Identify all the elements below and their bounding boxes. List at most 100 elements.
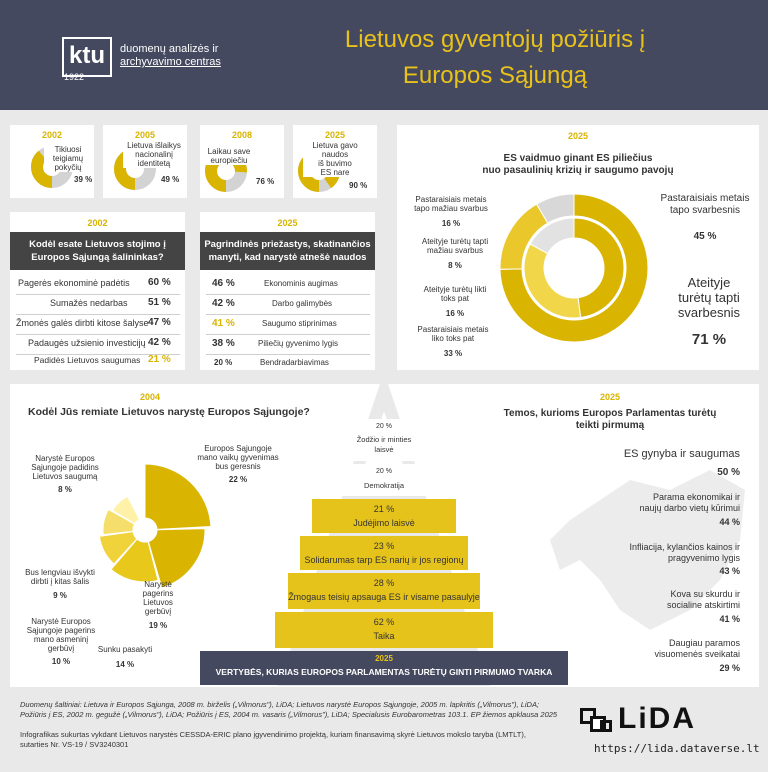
support-label: Europos Sąjungoje mano vaikų gyvenimas b… bbox=[192, 444, 284, 484]
topic-value: 50 % bbox=[717, 467, 740, 478]
level-value: 28 % bbox=[373, 578, 395, 588]
row-value: 51 % bbox=[148, 297, 171, 308]
inner-ring-segment bbox=[529, 217, 575, 255]
mini-card-value: 39 % bbox=[74, 175, 93, 184]
label-line: Sąjungoje padidins bbox=[31, 463, 99, 472]
row-value: 60 % bbox=[148, 277, 171, 288]
label-line: Pastaraisiais metais bbox=[415, 195, 487, 204]
label-line: Ateityje turėtų tapti bbox=[421, 237, 489, 246]
label-line: Narystė bbox=[144, 580, 172, 589]
card-year: 2025 bbox=[567, 131, 589, 141]
label-line: Daugiau paramos bbox=[668, 638, 740, 648]
card-title: Temos, kurioms Europos Parlamentas turėt… bbox=[480, 408, 740, 432]
base-year: 2025 bbox=[375, 654, 393, 663]
label-value: 22 % bbox=[228, 475, 248, 484]
card-year: 2004 bbox=[139, 392, 161, 402]
card-question: Kodėl esate Lietuvos stojimo į Europos S… bbox=[10, 232, 185, 270]
label-value: 9 % bbox=[53, 591, 67, 600]
label-line: iš buvimo bbox=[318, 159, 352, 168]
pyramid-level-5: 28 % Žmogaus teisių apsauga ES ir visame… bbox=[288, 573, 480, 609]
row-value: 46 % bbox=[212, 278, 235, 289]
label-line: Sunku pasakyti bbox=[97, 645, 153, 654]
label-line: turėtų tapti bbox=[678, 290, 740, 305]
label-value: 14 % bbox=[115, 660, 135, 669]
org-name-line2: archyvavimo centras bbox=[120, 56, 221, 68]
role-label: Ateityje turėtų tapti mažiau svarbus 8 % bbox=[411, 237, 499, 270]
card-question: Pagrindinės priežastys, skatinančios man… bbox=[200, 232, 375, 270]
rose-slice bbox=[98, 531, 138, 565]
label-line: pragyvenimo lygis bbox=[667, 553, 740, 563]
pyramid-level-6: 62 % Taika bbox=[275, 612, 493, 648]
support-label: Narystė Europos Sąjungoje pagerins mano … bbox=[16, 617, 106, 666]
row-divider bbox=[206, 334, 370, 335]
footer-sources: Duomenų šaltiniai: Lietuva ir Europos Są… bbox=[20, 700, 560, 720]
topic-label: Parama ekonomikai ir naujų darbo vietų k… bbox=[590, 492, 740, 514]
org-name: duomenų analizės ir archyvavimo centras bbox=[120, 43, 221, 69]
level-value: 20 % bbox=[376, 468, 392, 475]
label-line: mano vaikų gyvenimas bbox=[197, 453, 279, 462]
base-title: VERTYBĖS, KURIAS EUROPOS PARLAMENTAS TUR… bbox=[215, 667, 553, 677]
question-line: Europos Sąjungą šalininkas? bbox=[31, 252, 164, 263]
rose-slice bbox=[102, 508, 136, 536]
level-value: 21 % bbox=[373, 504, 395, 514]
level-label: Demokratija bbox=[363, 481, 404, 490]
mini-card-label: Laikau save europiečiu bbox=[204, 147, 254, 165]
title-line: Temos, kurioms Europos Parlamentas turėt… bbox=[503, 408, 717, 419]
label-line: Pastaraisiais metais bbox=[417, 325, 489, 334]
project-line: Infografikas sukurtas vykdant Lietuvos n… bbox=[20, 730, 526, 739]
row-divider bbox=[206, 294, 370, 295]
mini-card-label: Tikiuosi teigiamų pokyčių bbox=[44, 145, 92, 172]
label-line: Bus lengviau išvykti bbox=[25, 568, 95, 577]
lida-link[interactable]: https://lida.dataverse.lt bbox=[594, 742, 760, 755]
label-line: pagerins bbox=[142, 589, 174, 598]
topic-label: ES gynyba ir saugumas bbox=[623, 448, 740, 460]
rose-slice bbox=[110, 538, 159, 583]
row-value: 47 % bbox=[148, 317, 171, 328]
label-line: gerbūvį bbox=[144, 607, 172, 616]
level-label: laisvė bbox=[374, 445, 394, 454]
benefit-reasons-card: 2025 Pagrindinės priežastys, skatinančio… bbox=[200, 212, 375, 370]
org-name-line1: duomenų analizės ir bbox=[120, 43, 219, 55]
row-divider bbox=[206, 314, 370, 315]
role-label: Ateityje turėtų likti toks pat 16 % bbox=[411, 285, 499, 318]
level-label: Judėjimo laisvė bbox=[353, 518, 415, 528]
level-label: Žmogaus teisių apsauga ES ir visame pasa… bbox=[288, 592, 480, 602]
support-label: Bus lengviau išvykti dirbti į kitas šali… bbox=[14, 568, 106, 600]
rose-slices bbox=[98, 463, 212, 589]
page-title-line1: Lietuvos gyventojų požiūris į bbox=[344, 26, 646, 53]
joining-reasons-card: 2002 Kodėl esate Lietuvos stojimo į Euro… bbox=[10, 212, 185, 370]
topic-label: Kova su skurdu ir socialine atskirtimi bbox=[590, 589, 740, 611]
row-label: Sumažės nedarbas bbox=[50, 298, 128, 308]
row-value: 38 % bbox=[212, 338, 235, 349]
sources-line: Duomenų šaltiniai: Lietuva ir Europos Są… bbox=[20, 700, 540, 709]
label-line: Lietuvos saugumą bbox=[32, 472, 98, 481]
row-divider bbox=[16, 294, 180, 295]
question-line: manyti, kad narystė atnešė naudos bbox=[208, 252, 367, 263]
card-year: 2002 bbox=[87, 218, 108, 228]
role-label-major: Ateityje turėtų tapti svarbesnis 71 % bbox=[659, 275, 759, 347]
topic-value: 41 % bbox=[719, 614, 740, 624]
label-line: tapo mažiau svarbus bbox=[414, 204, 488, 213]
title-line: teikti pirmumą bbox=[575, 420, 645, 431]
row-label: Saugumo stiprinimas bbox=[262, 319, 337, 328]
row-value: 42 % bbox=[212, 298, 235, 309]
level-value: 62 % bbox=[373, 617, 395, 627]
pyramid-level-1: 20 % Žodžio ir minties laisvė bbox=[338, 419, 430, 461]
donut-value-arc bbox=[114, 148, 156, 190]
level-value: 20 % bbox=[376, 423, 392, 430]
donut-value-arc bbox=[31, 146, 73, 188]
label-value: 16 % bbox=[445, 309, 465, 318]
inner-ring-segment bbox=[573, 217, 625, 319]
label-line: naujų darbo vietų kūrimui bbox=[639, 503, 740, 513]
level-label: Solidarumas tarp ES narių ir jos regionų bbox=[304, 555, 464, 565]
label-value: 8 % bbox=[58, 485, 72, 494]
footer-project: Infografikas sukurtas vykdant Lietuvos n… bbox=[20, 730, 560, 750]
row-value: 41 % bbox=[212, 318, 235, 329]
row-label: Žmonės galės dirbti kitose šalyse bbox=[16, 318, 149, 328]
mini-card-value: 90 % bbox=[349, 181, 368, 190]
label-line: Kova su skurdu ir bbox=[670, 589, 740, 599]
label-line: mano asmeninį bbox=[33, 635, 89, 644]
label-line: liko toks pat bbox=[431, 334, 475, 343]
label-line: pokyčių bbox=[54, 163, 82, 172]
label-value: 16 % bbox=[441, 219, 461, 228]
